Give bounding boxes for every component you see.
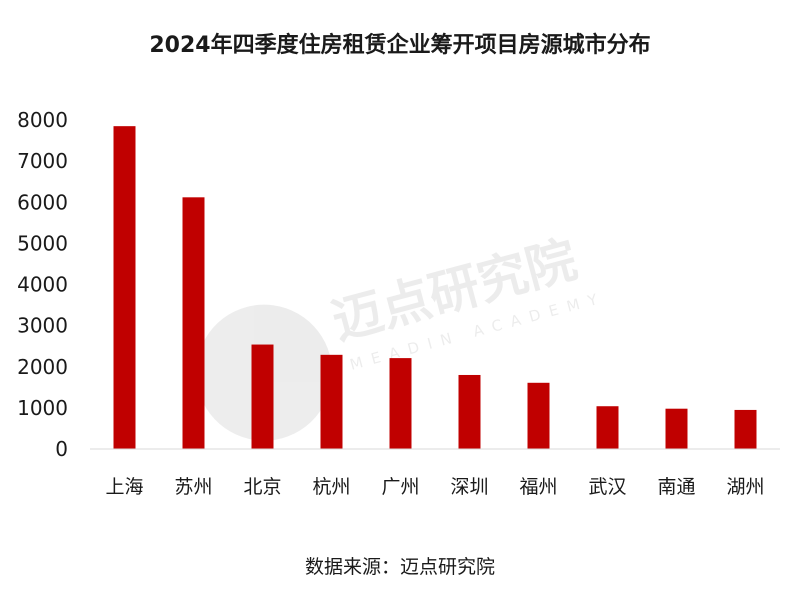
bar-2 bbox=[251, 344, 274, 449]
y-axis: 0 1000 2000 3000 4000 5000 6000 7000 8000 bbox=[17, 108, 68, 461]
x-tick-label: 广州 bbox=[381, 476, 419, 498]
bar-1 bbox=[182, 197, 205, 449]
y-tick-label: 5000 bbox=[17, 231, 68, 255]
bar-6 bbox=[527, 382, 550, 449]
bar-7 bbox=[596, 406, 619, 449]
y-tick-label: 7000 bbox=[17, 149, 68, 173]
y-tick-label: 6000 bbox=[17, 190, 68, 214]
x-tick-label: 上海 bbox=[105, 476, 143, 498]
y-tick-label: 1000 bbox=[17, 396, 68, 420]
y-tick-label: 2000 bbox=[17, 355, 68, 379]
x-tick-label: 福州 bbox=[519, 476, 557, 498]
bar-0 bbox=[113, 126, 136, 449]
y-tick-label: 0 bbox=[55, 437, 68, 461]
x-tick-label: 杭州 bbox=[312, 476, 350, 498]
x-tick-label: 苏州 bbox=[174, 476, 212, 498]
x-tick-label: 北京 bbox=[243, 476, 281, 498]
y-tick-label: 3000 bbox=[17, 314, 68, 338]
bar-3 bbox=[320, 354, 343, 449]
x-tick-label: 武汉 bbox=[588, 476, 626, 498]
x-tick-label: 湖州 bbox=[726, 476, 764, 498]
y-tick-label: 8000 bbox=[17, 108, 68, 132]
source-note: 数据来源：迈点研究院 bbox=[305, 556, 495, 578]
x-axis: 上海 苏州 北京 杭州 广州 深圳 福州 武汉 南通 湖州 bbox=[105, 476, 764, 498]
chart-title: 2024年四季度住房租赁企业筹开项目房源城市分布 bbox=[149, 32, 650, 58]
x-tick-label: 深圳 bbox=[450, 476, 488, 498]
bar-5 bbox=[458, 374, 481, 449]
bar-8 bbox=[665, 408, 688, 449]
bar-4 bbox=[389, 358, 412, 449]
y-tick-label: 4000 bbox=[17, 273, 68, 297]
bar-9 bbox=[734, 409, 757, 449]
x-tick-label: 南通 bbox=[657, 476, 695, 498]
bars bbox=[113, 126, 757, 449]
